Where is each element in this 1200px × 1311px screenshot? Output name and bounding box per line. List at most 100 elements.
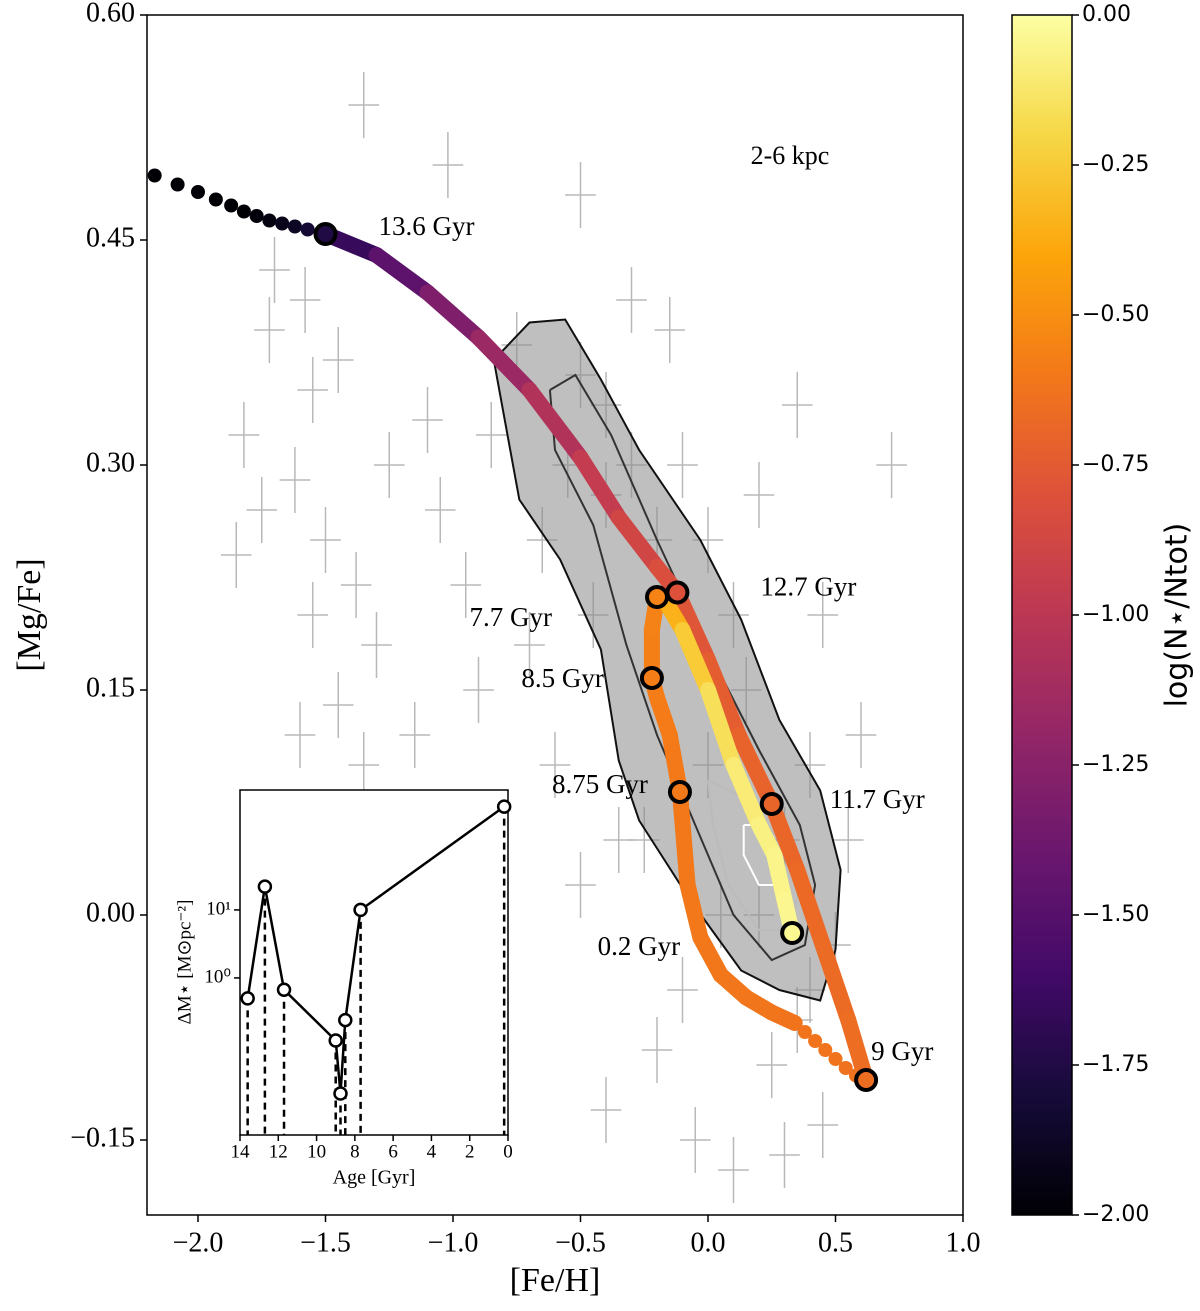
track-dot — [191, 185, 205, 199]
mass-point — [353, 902, 368, 918]
frame: 13.6 Gyr 12.7 Gyr 11.7 Gyr 9 Gyr 8.75 Gyr 8.5… — [11, 0, 1195, 1299]
x-tick-label: −2.0 — [173, 1227, 224, 1258]
mass-point — [257, 879, 273, 894]
age-label: 8.5 Gyr — [521, 663, 604, 693]
age-label: 7.7 Gyr — [470, 602, 553, 632]
track-segment — [725, 757, 767, 833]
track-dot — [828, 1052, 843, 1066]
track-segment — [669, 584, 716, 668]
star-cross — [310, 507, 341, 573]
x-tick-label: 0.5 — [818, 1227, 853, 1258]
y-tick-label: 0.15 — [86, 672, 135, 703]
track-segment — [789, 862, 831, 953]
star-cross — [743, 462, 775, 528]
y-tick-label: 0.60 — [86, 0, 135, 28]
star-cross — [667, 432, 698, 498]
star-cross — [412, 387, 443, 453]
star-cross — [769, 1122, 800, 1188]
star-cross — [373, 432, 405, 498]
star-cross — [348, 732, 380, 798]
inset-x-tick-label: 2 — [465, 1141, 475, 1162]
inset-x-tick-label: 12 — [269, 1141, 288, 1162]
y-tick-label: −0.15 — [70, 1122, 135, 1153]
mass-point — [333, 1086, 348, 1101]
star-cross — [348, 72, 380, 138]
track-segment — [521, 382, 589, 466]
inset-y-tick-label: 10¹ — [206, 898, 231, 919]
contour — [548, 373, 817, 962]
colorbar-tick-label: −1.25 — [1082, 752, 1149, 777]
track-segment — [730, 727, 780, 812]
star-cross — [876, 432, 907, 498]
main-plot — [147, 72, 907, 1203]
colorbar-label: log(N⋆/Ntot) — [1160, 523, 1195, 708]
star-cross — [781, 372, 813, 438]
x-axis-label: [Fe/H] — [510, 1262, 601, 1299]
mass-point — [276, 982, 292, 998]
age-marker — [854, 1068, 879, 1092]
colorbar-tick-label: −1.50 — [1082, 902, 1149, 927]
star-cross — [807, 582, 839, 648]
track-dot — [224, 198, 239, 213]
star-cross — [475, 402, 507, 468]
colorbar-tick-label: −0.25 — [1082, 152, 1149, 177]
star-cross — [297, 582, 329, 648]
track-segment — [674, 622, 716, 698]
star-cross — [463, 657, 494, 723]
age-marker — [759, 792, 784, 816]
track-dot — [287, 219, 302, 234]
age-label: 0.2 Gyr — [598, 931, 681, 961]
colorbar-tick-label: 0.00 — [1082, 2, 1131, 27]
star-cross — [279, 447, 311, 513]
track-dot — [208, 192, 223, 207]
star-cross — [289, 267, 321, 333]
age-marker — [665, 580, 690, 605]
star-cross — [284, 702, 316, 768]
y-tick-label: 0.30 — [86, 447, 135, 478]
x-tick-label: 0.0 — [691, 1227, 726, 1258]
age-marker — [780, 921, 805, 945]
region-label: 2-6 kpc — [751, 141, 830, 170]
star-cross — [246, 477, 278, 543]
age-marker — [645, 585, 669, 609]
star-cross — [832, 807, 864, 873]
age-marker — [639, 666, 664, 690]
star-cross — [432, 132, 464, 198]
star-cross — [679, 1107, 711, 1173]
colorbar-tick-label: −1.75 — [1082, 1052, 1149, 1077]
colorbar — [1011, 14, 1073, 1216]
y-axis-label: [Mg/Fe] — [11, 558, 48, 671]
star-cross — [641, 1017, 673, 1083]
track-segment — [814, 937, 857, 1028]
star-cross — [450, 552, 482, 618]
track-segment — [368, 247, 436, 301]
inset-y-label: ΔM⋆ [M⊙pc⁻²] — [174, 900, 195, 1025]
inset-x-tick-label: 4 — [427, 1141, 437, 1162]
inset-x-label: Age [Gyr] — [333, 1167, 416, 1189]
star-cross — [514, 612, 545, 678]
mass-point — [338, 1012, 353, 1028]
mass-point — [328, 1033, 343, 1048]
track-dot — [808, 1034, 823, 1048]
star-cross — [220, 522, 252, 588]
star-cross — [254, 297, 285, 363]
track-dot — [838, 1061, 853, 1075]
track-segment — [671, 784, 696, 893]
track-dot — [249, 209, 264, 223]
x-tick-label: −0.5 — [555, 1227, 606, 1258]
star-cross — [424, 477, 456, 543]
track-dot — [818, 1043, 833, 1057]
star-cross — [718, 1137, 749, 1203]
star-cross — [340, 552, 372, 618]
colorbar-tick-label: −0.50 — [1082, 302, 1149, 327]
track-segment — [610, 509, 665, 575]
star-cross — [322, 327, 354, 393]
axes-frame — [146, 14, 964, 1216]
track-segment — [572, 449, 627, 526]
colorbar-tick-label: −2.00 — [1082, 1202, 1149, 1227]
track-segment — [470, 329, 538, 398]
track-segment — [419, 284, 487, 346]
x-tick-label: 1.0 — [946, 1227, 981, 1258]
star-cross — [297, 357, 329, 423]
